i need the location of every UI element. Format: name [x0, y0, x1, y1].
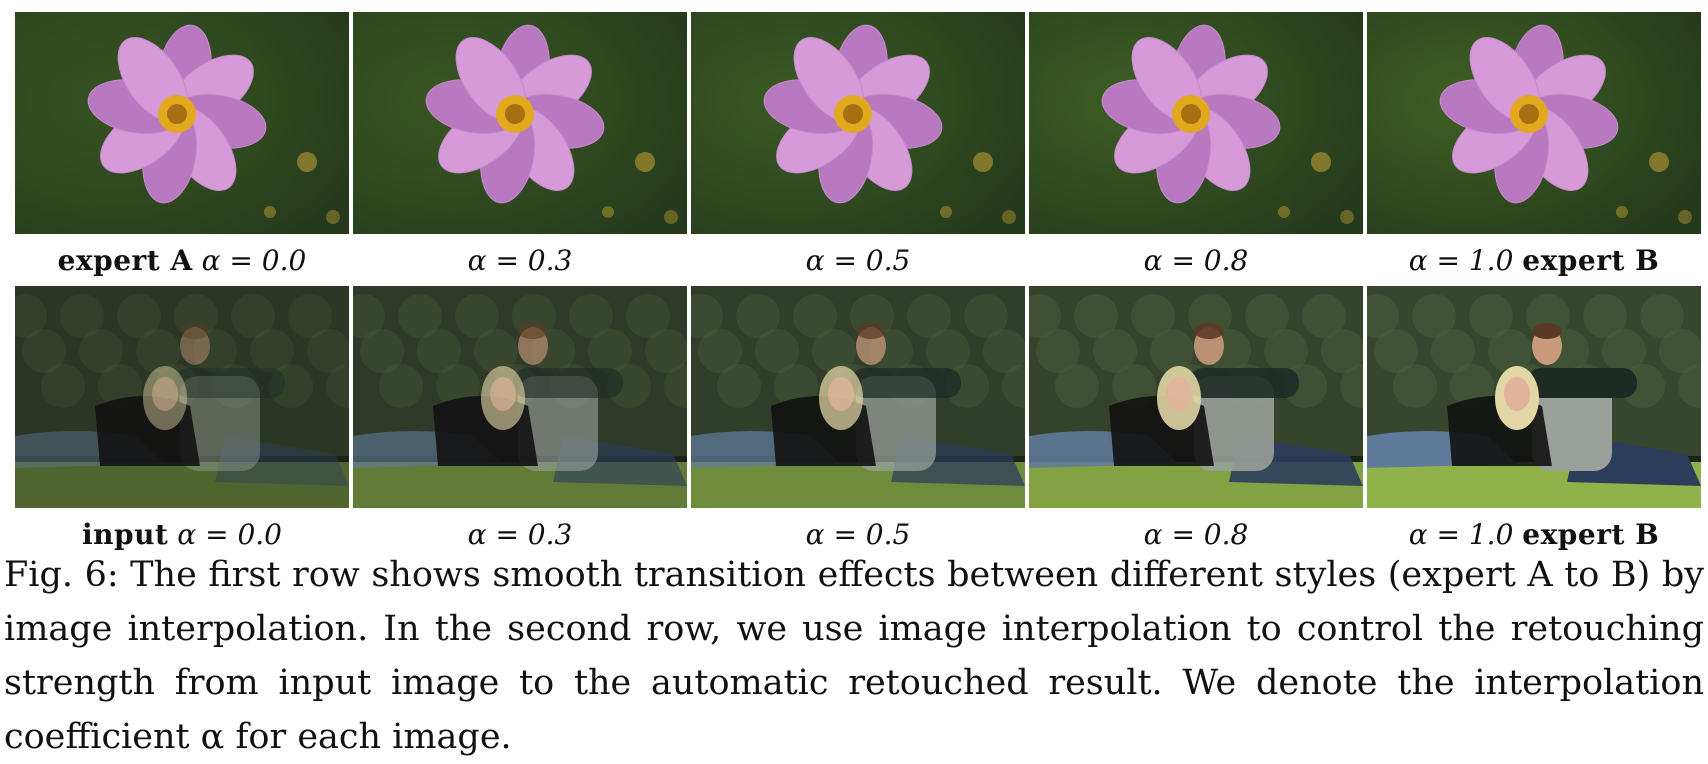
- portrait-image-2: [353, 286, 687, 508]
- row2-label-2: α = 0.3: [467, 517, 573, 551]
- figure-grid: expert A α = 0.0 α = 0.3 α = 0.5 α = 0.8…: [15, 12, 1701, 560]
- row1-label-4: α = 0.8: [1143, 243, 1249, 277]
- portrait-row: [15, 286, 1701, 508]
- flower-image-1: [15, 12, 349, 234]
- flower-image-4: [1029, 12, 1363, 234]
- row1-label-1: expert A α = 0.0: [57, 243, 307, 277]
- figure-caption: Fig. 6: The first row shows smooth trans…: [4, 555, 1704, 757]
- portrait-row-labels: input α = 0.0 α = 0.3 α = 0.5 α = 0.8 α …: [15, 508, 1701, 560]
- row2-label-5: α = 1.0 expert B: [1408, 517, 1660, 551]
- flower-image-3: [691, 12, 1025, 234]
- portrait-image-3: [691, 286, 1025, 508]
- row1-label-2: α = 0.3: [467, 243, 573, 277]
- flower-row: [15, 12, 1701, 234]
- row1-label-5: α = 1.0 expert B: [1408, 243, 1660, 277]
- row2-label-3: α = 0.5: [805, 517, 911, 551]
- row2-label-1: input α = 0.0: [82, 517, 282, 551]
- portrait-image-4: [1029, 286, 1363, 508]
- row1-label-3: α = 0.5: [805, 243, 911, 277]
- flower-row-labels: expert A α = 0.0 α = 0.3 α = 0.5 α = 0.8…: [15, 234, 1701, 286]
- flower-image-2: [353, 12, 687, 234]
- row2-label-4: α = 0.8: [1143, 517, 1249, 551]
- portrait-image-5: [1367, 286, 1701, 508]
- flower-image-5: [1367, 12, 1701, 234]
- portrait-image-1: [15, 286, 349, 508]
